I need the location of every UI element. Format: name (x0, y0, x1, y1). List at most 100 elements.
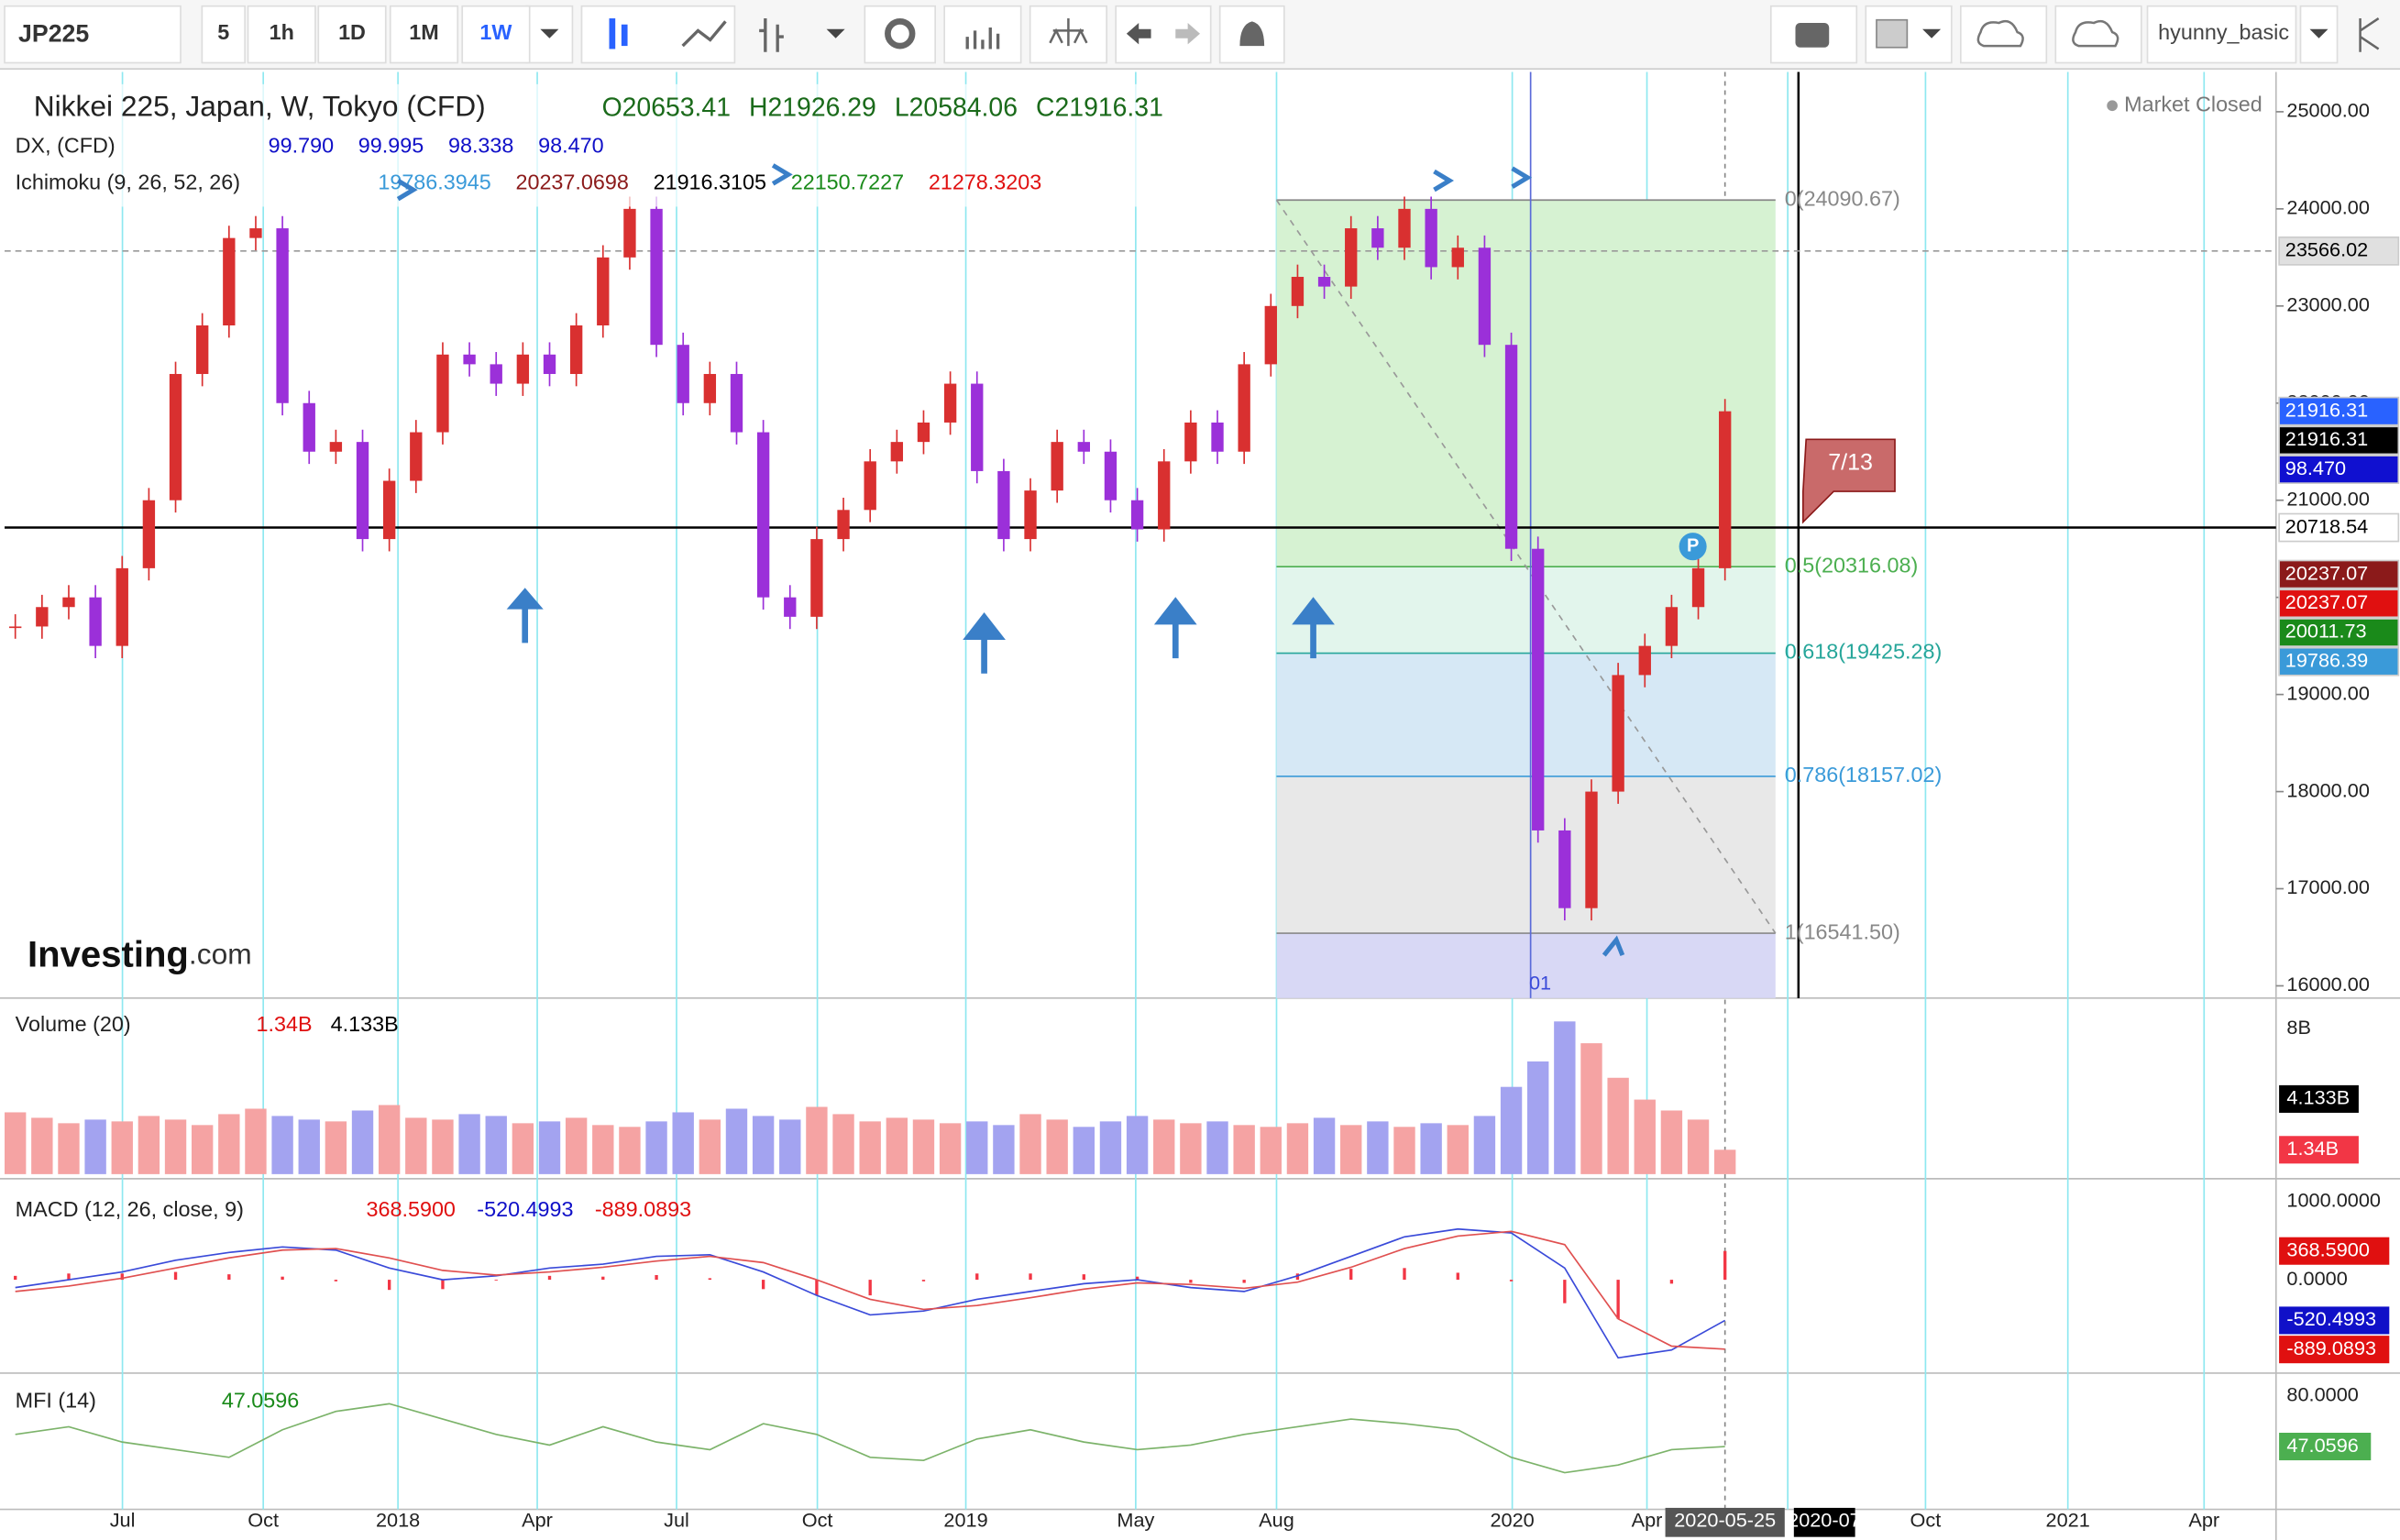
candle (543, 354, 556, 374)
candle (9, 626, 22, 629)
interval-button[interactable] (201, 5, 246, 64)
settings[interactable] (864, 5, 936, 64)
layout-icon (1876, 18, 1909, 49)
annotation-arrows (396, 163, 1625, 957)
cursor-date: 2020-05-25 (1674, 1509, 1776, 1532)
candle (1478, 248, 1492, 346)
volume-bar (1180, 1123, 1202, 1174)
fib-zone (1276, 933, 1776, 998)
volume-bar (886, 1117, 908, 1174)
legend-item: 20237.0698 (515, 170, 628, 194)
price-tag (2278, 588, 2400, 619)
candle (864, 461, 876, 511)
candle (650, 208, 663, 346)
candle (516, 354, 530, 384)
candle (410, 432, 423, 481)
price-tag-label: 21916.31 (2285, 398, 2368, 421)
indicators[interactable] (943, 5, 1022, 64)
candle (1665, 607, 1679, 646)
legend-item: 22150.7227 (791, 170, 904, 194)
candle (1211, 422, 1224, 452)
time-label: 2021 (2046, 1509, 2090, 1532)
macd-line (15, 1227, 1726, 1359)
price-tick-label: 18000.00 (2286, 778, 2369, 801)
volume-bar (538, 1121, 561, 1174)
candle (1317, 277, 1331, 287)
macd-tag-label: 368.5900 (2286, 1238, 2369, 1260)
candle (1264, 305, 1277, 365)
interval[interactable]: 1D (338, 20, 366, 44)
candle (490, 364, 502, 384)
symbol-box[interactable] (4, 5, 182, 64)
fib-label: 1(16541.50) (1785, 919, 1900, 943)
volume-bar (512, 1123, 534, 1174)
price-tag (2278, 512, 2400, 543)
save[interactable] (2054, 5, 2142, 64)
candle (1532, 548, 1545, 830)
mfi-tag-label: 47.0596 (2286, 1434, 2358, 1457)
fib-zone (1276, 653, 1776, 776)
candle (756, 432, 770, 598)
volume-bar (325, 1121, 347, 1174)
volume-bar (111, 1121, 133, 1174)
small-arrow (1433, 169, 1455, 192)
legend-item: O20653.41 (602, 93, 731, 122)
legend-item: MFI (14) (16, 1389, 96, 1413)
interval[interactable]: 1M (409, 20, 438, 44)
candle-icon (609, 18, 616, 50)
price-tag-label: 21916.31 (2285, 427, 2368, 450)
interval-button[interactable] (461, 5, 531, 64)
legend-item: 98.338 (448, 133, 513, 157)
load[interactable] (1959, 5, 2048, 64)
volume-bar (645, 1121, 667, 1174)
interval-button[interactable] (317, 5, 387, 64)
chart-type[interactable] (580, 5, 736, 64)
volume-bar (1340, 1125, 1362, 1174)
full-icon (2359, 16, 2380, 52)
candle (1719, 411, 1732, 568)
interval[interactable]: 1W (479, 20, 512, 44)
macd-line (15, 1230, 1725, 1350)
candle (703, 373, 717, 403)
macd-tick-label: 1000.0000 (2286, 1189, 2381, 1212)
candle (569, 325, 583, 374)
volume-bar (351, 1110, 374, 1174)
volume-bar (1607, 1077, 1629, 1174)
legend-item: L20584.06 (895, 93, 1018, 122)
legend-item: DX, (CFD) (16, 133, 116, 157)
legend-bg (5, 83, 1229, 207)
volume-bar (806, 1106, 828, 1174)
marker-label: P (1687, 535, 1699, 556)
volume-bar (405, 1117, 427, 1174)
volume-bar (672, 1112, 694, 1174)
volume-bar (84, 1119, 106, 1174)
legend-item: -889.0893 (595, 1197, 691, 1221)
cursor-date-box (1793, 1507, 1855, 1537)
volume-bar (485, 1116, 507, 1174)
interval-button[interactable] (389, 5, 459, 64)
user-name[interactable]: hyunny_basic (2158, 20, 2289, 44)
volume-bar (271, 1116, 293, 1174)
candle (837, 510, 850, 540)
user-box[interactable] (2146, 5, 2297, 64)
volume-bar (58, 1123, 80, 1174)
legend-item: 4.133B (331, 1012, 399, 1036)
volume-bar (1153, 1119, 1175, 1174)
volume-bar (939, 1123, 962, 1174)
up-arrow (506, 588, 544, 644)
macd-tag (2279, 1306, 2390, 1335)
price-tag (2278, 618, 2400, 647)
interval-button[interactable] (247, 5, 316, 64)
symbol[interactable]: JP225 (18, 19, 89, 47)
volume-bar (779, 1119, 801, 1174)
interval[interactable]: 5 (217, 20, 229, 44)
callout-label: 7/13 (1828, 450, 1873, 476)
fib-zone (1276, 200, 1776, 567)
candle (1691, 567, 1705, 608)
volume-tag-label: 1.34B (2286, 1137, 2339, 1160)
legend-item: 99.995 (358, 133, 424, 157)
bell-icon (1239, 21, 1265, 47)
volume-bar (752, 1116, 775, 1174)
interval[interactable]: 1h (270, 20, 294, 44)
